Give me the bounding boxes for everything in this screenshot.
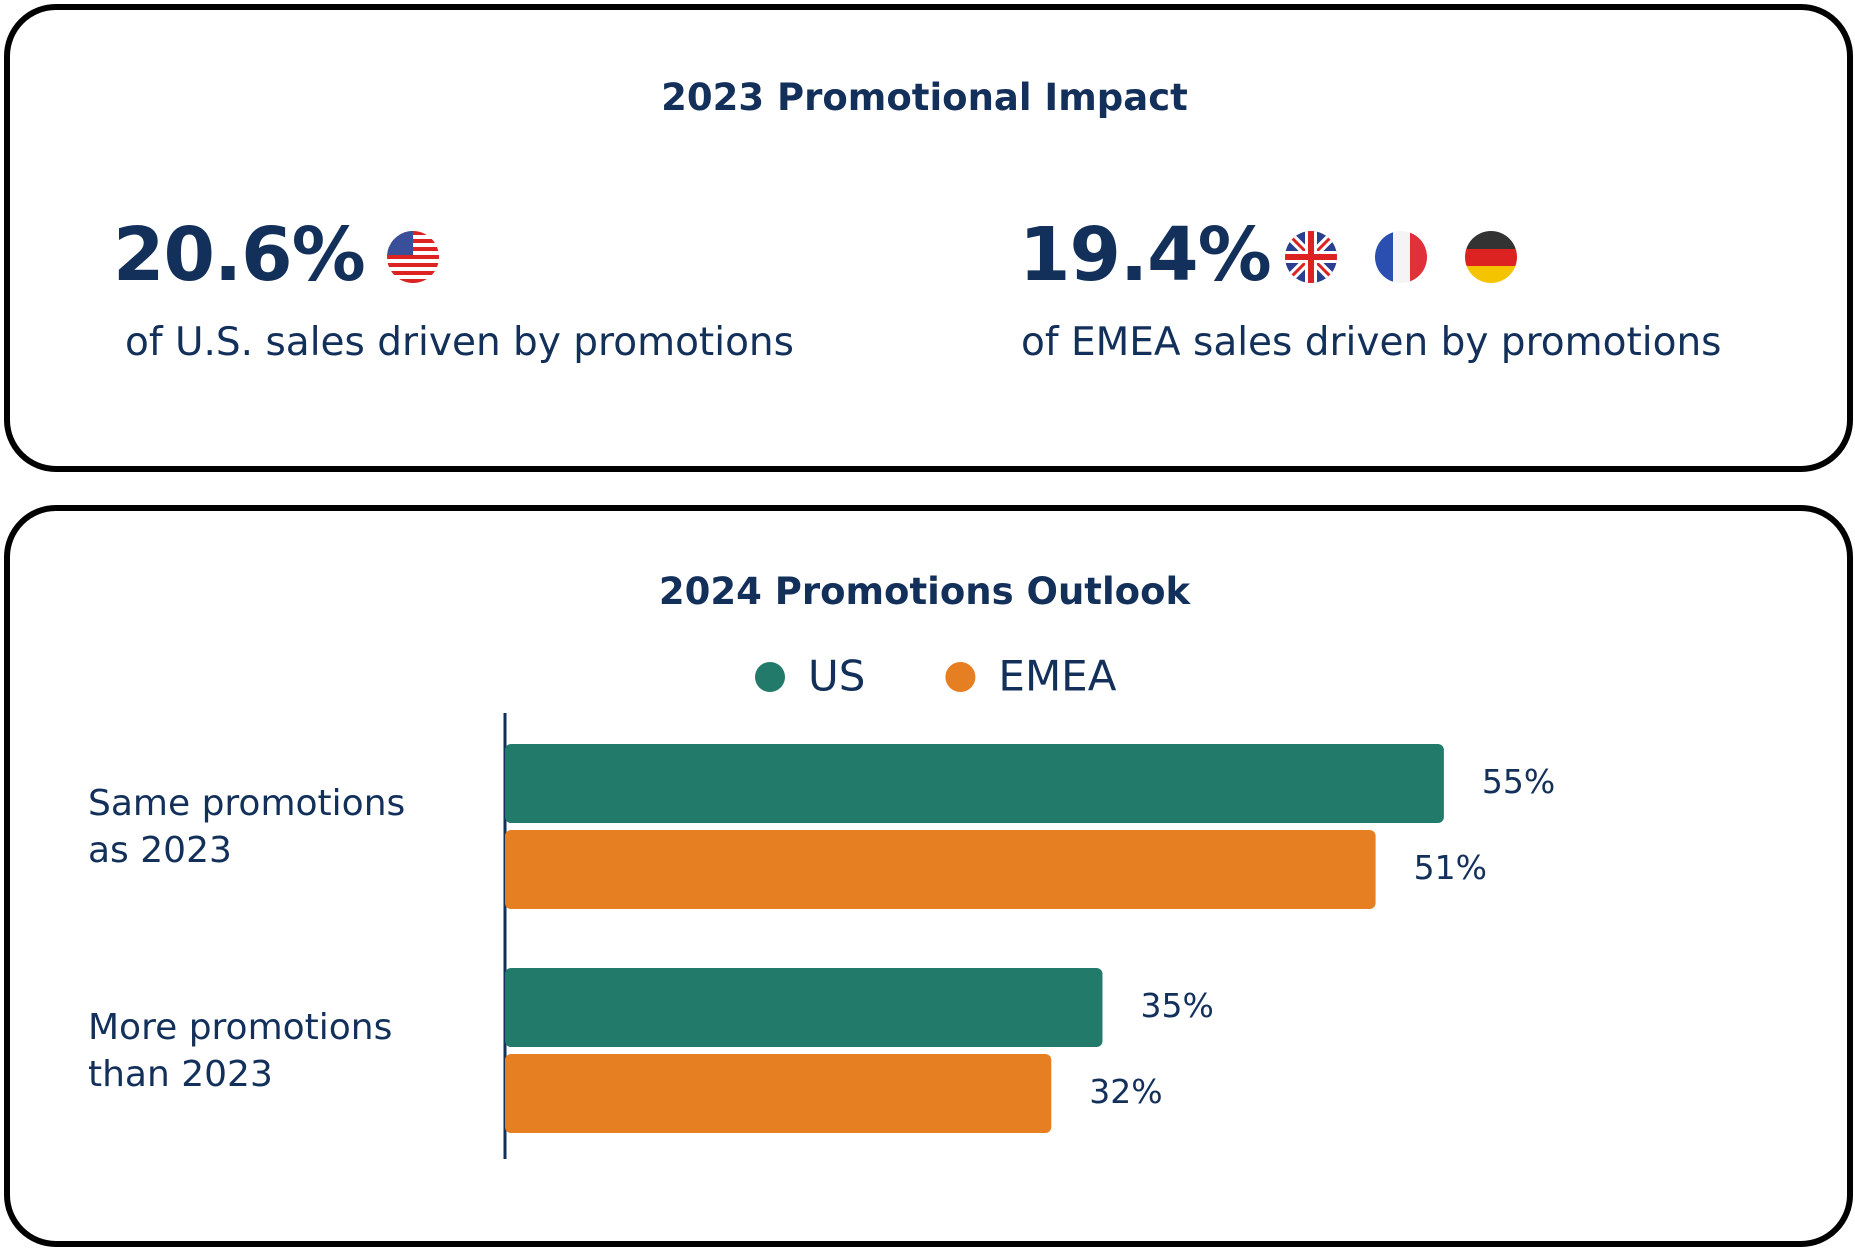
stat-value: 19.4% <box>1019 212 1272 298</box>
bar <box>505 968 1103 1047</box>
impact-title: 2023 Promotional Impact <box>661 76 1188 119</box>
category-label: Same promotions as 2023 <box>88 782 406 871</box>
legend-label: EMEA <box>998 652 1116 701</box>
bar <box>505 744 1444 823</box>
flags <box>387 231 1517 283</box>
value-label: 51% <box>1414 848 1487 887</box>
bar <box>505 1054 1052 1133</box>
legend-marker <box>755 662 785 692</box>
category-label: More promotions than 2023 <box>88 1006 393 1095</box>
value-label: 32% <box>1089 1072 1162 1111</box>
value-label: 35% <box>1140 986 1213 1025</box>
flag-fr <box>1375 231 1427 283</box>
impact-card <box>4 4 1853 472</box>
value-label: 55% <box>1482 762 1555 801</box>
legend-label: US <box>808 652 865 701</box>
flag-uk <box>1285 231 1337 283</box>
bar <box>505 830 1376 909</box>
stat-caption: of U.S. sales driven by promotions <box>125 320 794 365</box>
flag-de <box>1465 231 1517 283</box>
chart-title: 2024 Promotions Outlook <box>658 570 1191 613</box>
legend-marker <box>945 662 976 692</box>
stat-value: 20.6% <box>113 212 366 298</box>
stat-caption: of EMEA sales driven by promotions <box>1021 320 1722 365</box>
outlook-card <box>4 505 1853 1247</box>
